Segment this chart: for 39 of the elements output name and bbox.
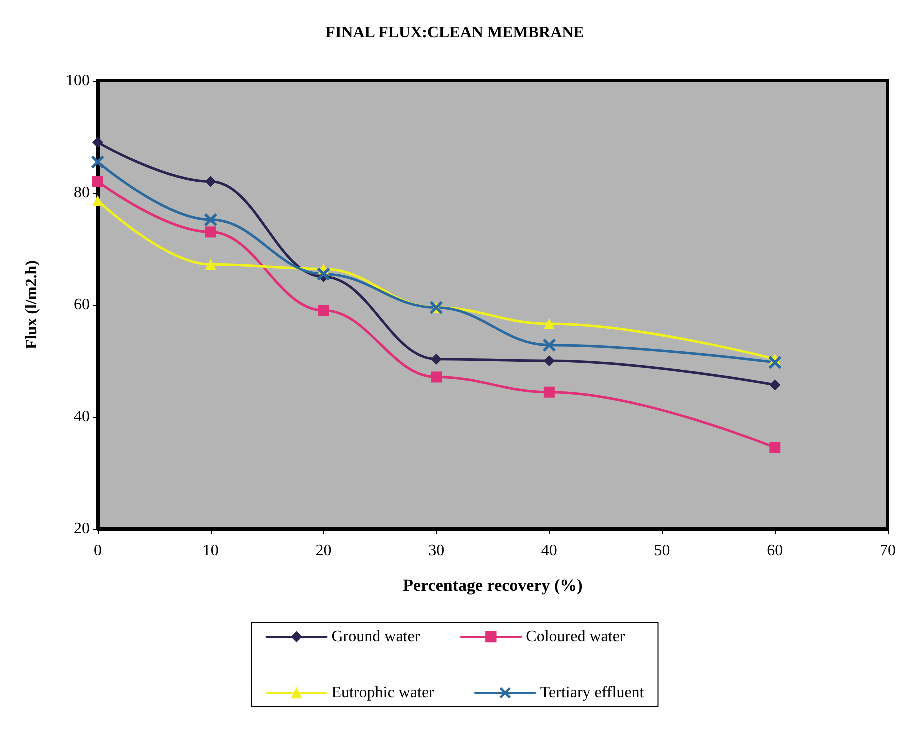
legend-label: Coloured water <box>526 628 626 646</box>
point <box>204 213 218 226</box>
point <box>542 338 556 352</box>
point <box>92 176 104 188</box>
chart-title: FINAL FLUX:CLEAN MEMBRANE <box>326 24 584 42</box>
y-tick-label: 100 <box>66 72 90 90</box>
x-tick-label: 10 <box>202 542 219 560</box>
legend-label: Tertiary effluent <box>540 684 645 702</box>
y-tick-label: 80 <box>74 184 90 202</box>
x-tick-label: 20 <box>316 542 332 560</box>
point <box>770 442 781 454</box>
point <box>92 195 104 206</box>
point <box>92 156 104 169</box>
y-tick-label: 60 <box>74 296 90 314</box>
legend-label: Eutrophic water <box>332 684 436 702</box>
x-axis-title: Percentage recovery (%) <box>403 576 583 595</box>
point <box>431 372 442 383</box>
x-tick-label: 50 <box>654 542 670 560</box>
point <box>544 356 555 366</box>
point <box>770 380 781 391</box>
x-tick-label: 40 <box>541 542 558 560</box>
x-tick-label: 60 <box>767 542 784 560</box>
point <box>205 176 216 188</box>
y-tick-label: 40 <box>74 408 90 426</box>
point <box>431 354 442 365</box>
y-axis-title: Flux (l/m2.h) <box>24 260 40 350</box>
x-tick-label: 0 <box>94 542 102 560</box>
point <box>205 259 216 270</box>
point <box>544 318 555 330</box>
point <box>318 305 330 316</box>
point <box>92 137 104 148</box>
y-tick-label: 20 <box>74 520 90 538</box>
x-tick-label: 70 <box>880 542 896 560</box>
point <box>768 356 782 370</box>
x-tick-label: 30 <box>428 542 445 560</box>
point <box>205 226 216 238</box>
legend-label: Ground water <box>332 628 421 646</box>
point <box>317 268 330 281</box>
point <box>544 386 555 398</box>
